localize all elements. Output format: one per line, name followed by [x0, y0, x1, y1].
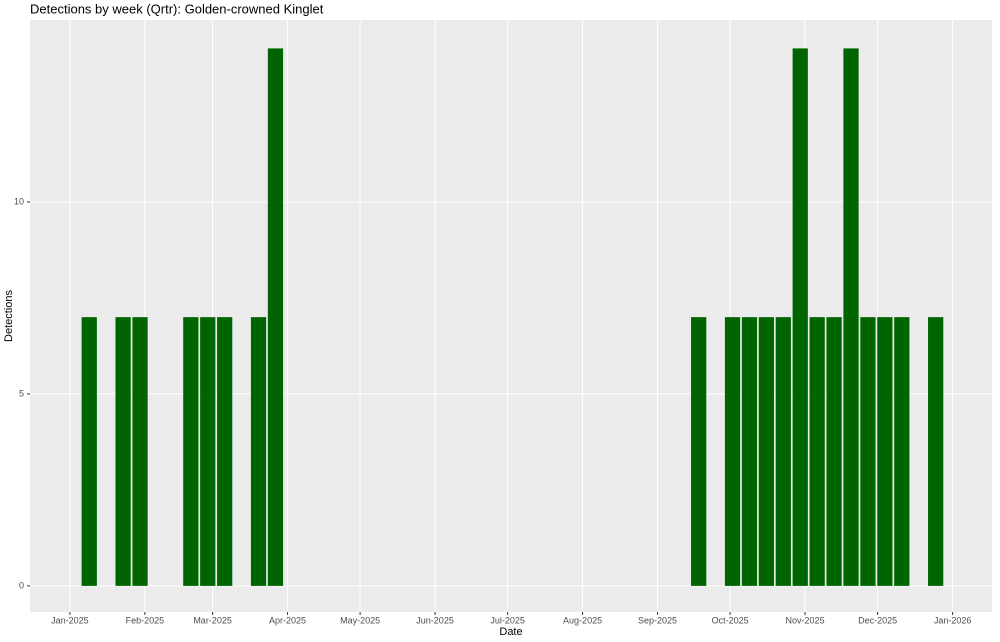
x-tick-label: Feb-2025	[126, 615, 165, 625]
bar	[724, 317, 741, 586]
bar	[217, 317, 233, 586]
x-tick-label: Nov-2025	[786, 615, 825, 625]
bar	[792, 48, 808, 586]
bar	[741, 317, 758, 586]
bar	[894, 317, 910, 586]
bar	[809, 317, 825, 586]
y-axis-label: Detections	[3, 290, 15, 342]
bar	[691, 317, 707, 586]
y-tick-label: 5	[19, 388, 24, 398]
bar	[843, 48, 859, 586]
x-tick-label: Dec-2025	[858, 615, 897, 625]
bar	[132, 317, 148, 586]
x-tick-label: Jul-2025	[490, 615, 525, 625]
x-tick-label: Apr-2025	[269, 615, 306, 625]
bar	[860, 317, 876, 586]
bar	[200, 317, 216, 586]
bar	[250, 317, 267, 586]
x-tick-label: Jan-2025	[51, 615, 89, 625]
x-axis-label: Date	[499, 626, 522, 638]
bar	[267, 48, 284, 586]
x-tick-label: Oct-2025	[712, 615, 749, 625]
y-tick-label: 0	[19, 580, 24, 590]
x-tick-label: Aug-2025	[563, 615, 602, 625]
x-tick-label: Jun-2025	[416, 615, 454, 625]
bar	[775, 317, 791, 586]
bar	[758, 317, 774, 586]
x-tick-label: Jan-2026	[934, 615, 972, 625]
x-tick-label: Sep-2025	[638, 615, 677, 625]
x-tick-label: May-2025	[340, 615, 380, 625]
bar	[877, 317, 893, 586]
bar	[928, 317, 944, 586]
x-tick-label: Mar-2025	[193, 615, 232, 625]
bar	[183, 317, 199, 586]
bar	[81, 317, 97, 586]
bar	[115, 317, 131, 586]
chart-title: Detections by week (Qrtr): Golden-crowne…	[30, 1, 324, 16]
bar	[826, 317, 842, 586]
y-tick-label: 10	[14, 196, 24, 206]
